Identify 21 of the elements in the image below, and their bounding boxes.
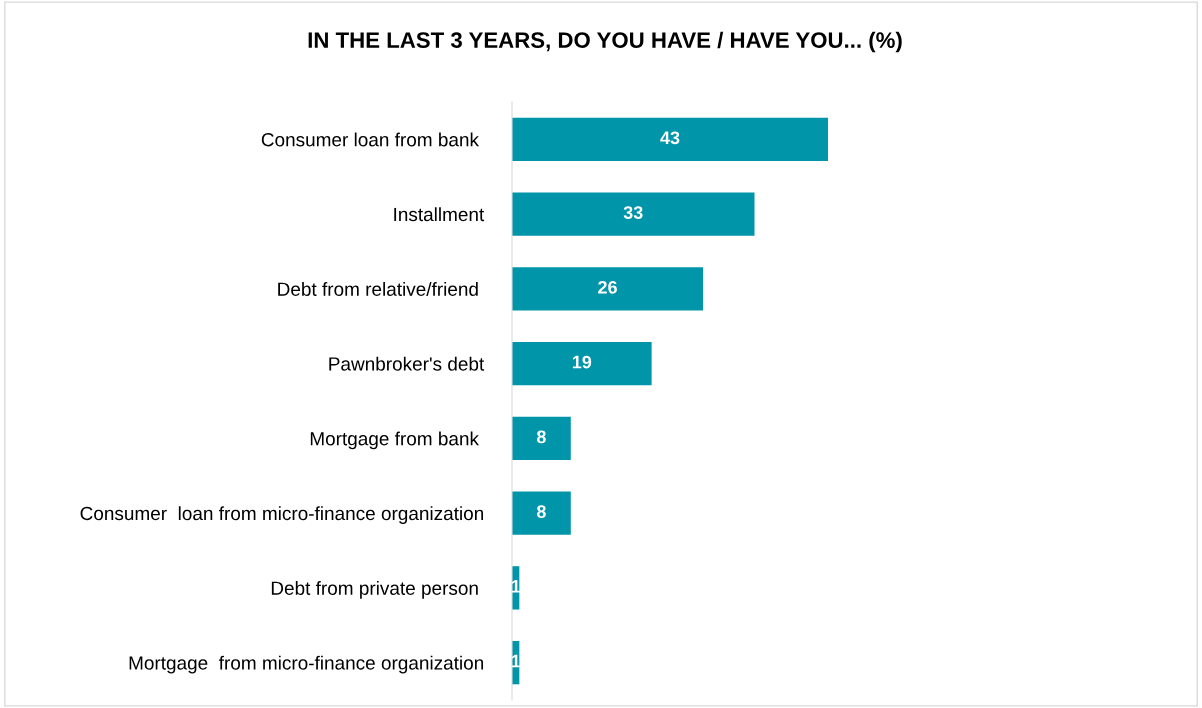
data-label: 19 — [572, 355, 592, 369]
y-tick-label: Pawnbroker's debt — [329, 356, 485, 371]
data-label: 8 — [536, 430, 546, 444]
chart-title: IN THE LAST 3 YEARS, DO YOU HAVE / HAVE YOU... (%) — [308, 31, 902, 53]
y-tick-label: Consumer loan from micro-finance organization — [80, 506, 484, 524]
y-tick-label: Mortgage from bank — [310, 431, 479, 450]
y-tick-label: Debt from relative/friend — [278, 282, 478, 296]
y-tick-label: Debt from private person — [271, 581, 478, 599]
data-label: 8 — [536, 505, 546, 518]
bar — [512, 192, 755, 236]
bar — [512, 341, 652, 386]
bar — [512, 117, 828, 162]
bar — [512, 491, 571, 535]
data-label: 33 — [623, 206, 643, 219]
y-tick-label: Consumer loan from bank — [261, 132, 479, 147]
bar — [512, 416, 571, 461]
bar — [512, 267, 704, 311]
y-tick-label: Installment — [394, 207, 485, 222]
data-label: 43 — [660, 131, 680, 145]
data-label: 26 — [598, 280, 617, 294]
y-tick-label: Mortgage from micro-finance organization — [129, 655, 484, 674]
